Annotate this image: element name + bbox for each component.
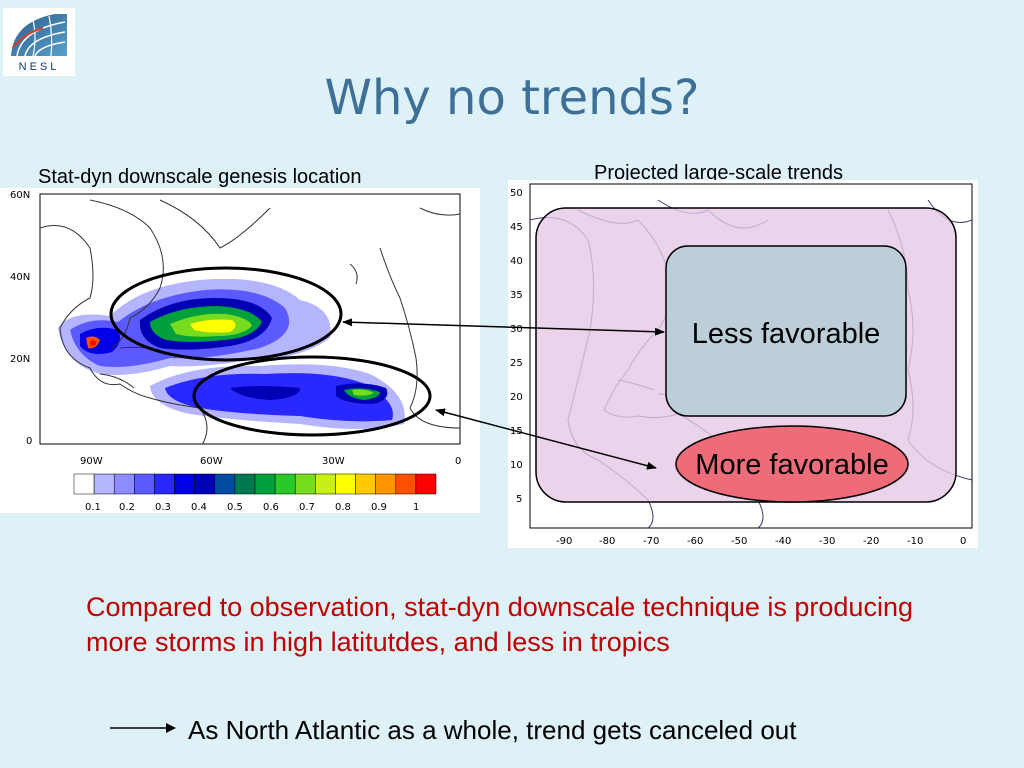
colorbar-label: 0.4	[191, 502, 207, 513]
lat-tick-label: 40N	[10, 272, 30, 283]
lon-tick-label: -20	[863, 536, 879, 547]
tropics-arrow	[435, 408, 657, 470]
right-arrow-icon	[110, 723, 176, 733]
genesis-density-map: 60N 40N 20N 0 90W 60W 30W 0 0.1 0.2 0.3 …	[0, 188, 480, 513]
logo-text: NESL	[18, 61, 60, 73]
summary-text: Compared to observation, stat-dyn downsc…	[86, 592, 913, 658]
colorbar-label: 0.3	[155, 502, 171, 513]
colorbar-label: 0.5	[227, 502, 243, 513]
colorbar-label: 0.9	[371, 502, 387, 513]
lat-tick-label: 20	[510, 392, 523, 403]
lon-tick-label: -80	[599, 536, 615, 547]
colorbar-label: 0.2	[119, 502, 135, 513]
lat-tick-label: 50	[510, 188, 523, 199]
globe-grid-icon	[11, 14, 67, 57]
lon-tick-label: 0	[960, 536, 966, 547]
lat-tick-label: 25	[510, 358, 523, 369]
high-latitude-arrow	[342, 318, 665, 336]
lon-tick-label: 60W	[200, 456, 223, 467]
left-panel-caption: Stat-dyn downscale genesis location	[38, 166, 362, 188]
less-favorable-label: Less favorable	[692, 318, 881, 350]
right-panel-caption: Projected large-scale trends	[594, 162, 844, 184]
more-favorable-label: More favorable	[695, 449, 888, 481]
nesl-logo: NESL	[3, 8, 75, 76]
lon-tick-label: -30	[819, 536, 835, 547]
lat-tick-label: 20N	[10, 354, 30, 365]
lon-tick-label: -70	[643, 536, 659, 547]
less-favorable-box	[665, 245, 907, 417]
colorbar-label: 1	[413, 502, 419, 513]
lat-tick-label: 0	[26, 436, 32, 447]
lat-tick-label: 35	[510, 290, 523, 301]
colorbar	[73, 473, 437, 495]
lon-tick-label: -50	[731, 536, 747, 547]
lon-tick-label: 90W	[80, 456, 103, 467]
page-title: Why no trends?	[324, 70, 700, 126]
colorbar-label: 0.8	[335, 502, 351, 513]
lon-tick-label: 30W	[322, 456, 345, 467]
colorbar-label: 0.6	[263, 502, 279, 513]
lon-tick-label: -90	[556, 536, 572, 547]
colorbar-label: 0.1	[85, 502, 101, 513]
lon-tick-label: -10	[907, 536, 923, 547]
lat-tick-label: 45	[510, 222, 523, 233]
high-latitude-ellipse	[109, 266, 343, 362]
lat-tick-label: 40	[510, 256, 523, 267]
more-favorable-ellipse	[675, 425, 909, 503]
lat-tick-label: 5	[516, 494, 522, 505]
lat-tick-label: 60N	[10, 190, 30, 201]
colorbar-label: 0.7	[299, 502, 315, 513]
colorbar-swatch	[415, 473, 437, 495]
conclusion-text: As North Atlantic as a whole, trend gets…	[188, 715, 797, 745]
tropics-ellipse	[192, 355, 432, 437]
lon-tick-label: -40	[775, 536, 791, 547]
lon-tick-label: -60	[687, 536, 703, 547]
